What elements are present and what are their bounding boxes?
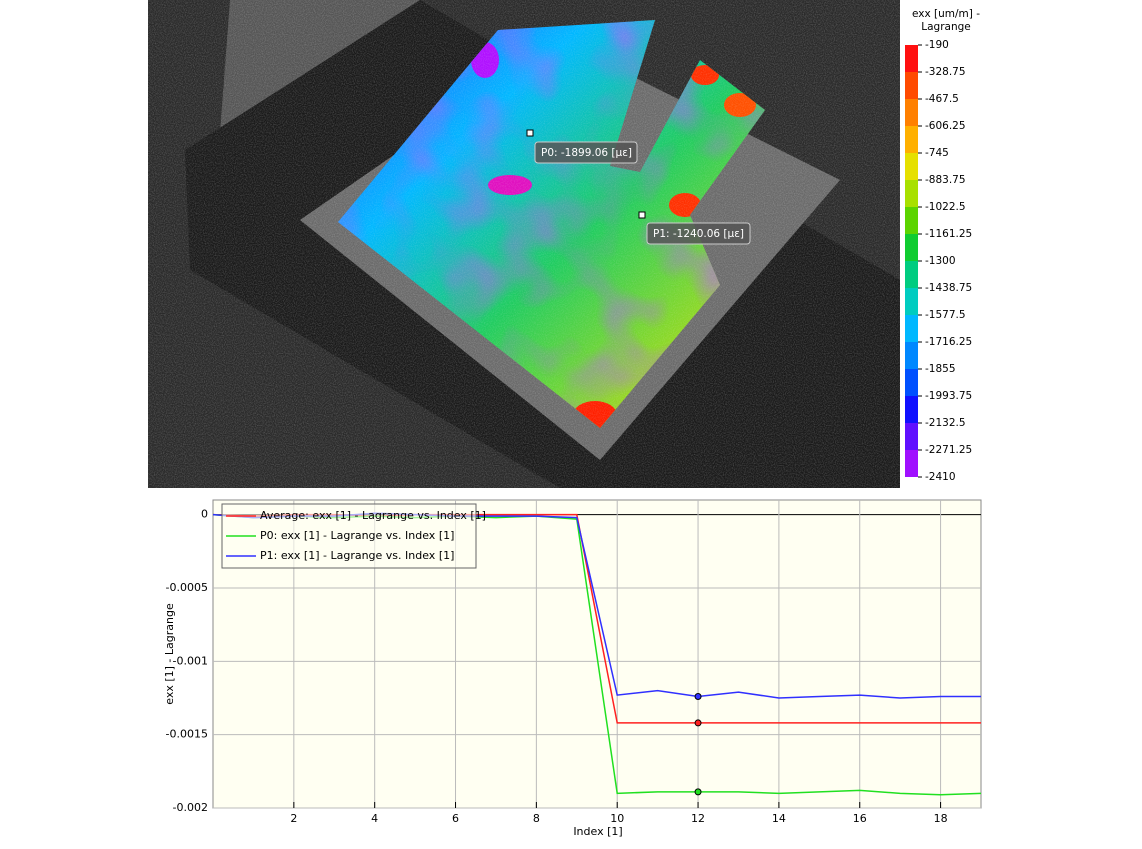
y-axis-label: exx [1] - Lagrange [163, 603, 176, 705]
colorbar-tick-label: -2410 [925, 471, 956, 483]
colorbar-segment [905, 45, 918, 72]
point-label: P0: -1899.06 [µε] [541, 147, 632, 159]
point-label-box [646, 222, 751, 245]
x-tick-label: 16 [853, 812, 867, 825]
y-tick-label: 0 [201, 508, 208, 521]
legend-label: P1: exx [1] - Lagrange vs. Index [1] [260, 549, 454, 562]
point-label: P1: -1240.06 [µε] [653, 228, 744, 240]
colorbar-segment [905, 396, 918, 423]
x-tick-label: 2 [290, 812, 297, 825]
line-chart: Index [1] exx [1] - Lagrange 0 -0.0005 -0.… [163, 499, 982, 838]
colorbar-segment [905, 126, 918, 153]
camera-image: P0: -1899.06 [µε] P1: -1240.06 [µε] [148, 0, 900, 488]
colorbar-segment [905, 261, 918, 288]
colorbar-tick-label: -467.5 [925, 93, 959, 105]
legend-label: P0: exx [1] - Lagrange vs. Index [1] [260, 529, 454, 542]
colorbar-tick-label: -2132.5 [925, 417, 966, 429]
colorbar-segment [905, 234, 918, 261]
colorbar-segment [905, 180, 918, 207]
x-tick-label: 18 [934, 812, 948, 825]
y-tick-label: -0.0015 [166, 728, 208, 741]
point-p0[interactable] [526, 129, 534, 137]
y-tick-label: -0.0005 [166, 581, 208, 594]
highlight-point [694, 693, 702, 701]
colorbar-tick-label: -1716.25 [925, 336, 972, 348]
colorbar-tick-label: -328.75 [925, 66, 966, 78]
colorbar-tick-label: -190 [925, 39, 949, 51]
colorbar-tick-label: -1577.5 [925, 309, 966, 321]
colorbar-tick-label: -883.75 [925, 174, 966, 186]
x-axis-label: Index [1] [573, 825, 622, 838]
colorbar-tick-label: -2271.25 [925, 444, 972, 456]
x-tick-label: 10 [610, 812, 624, 825]
colorbar-segment [905, 153, 918, 180]
colorbar-tick-label: -1855 [925, 363, 956, 375]
x-tick-label: 14 [772, 812, 786, 825]
colorbar-tick-label: -1161.25 [925, 228, 972, 240]
legend-label: Average: exx [1] - Lagrange vs. Index [1… [260, 509, 486, 522]
colorbar-segment [905, 315, 918, 342]
x-tick-label: 8 [533, 812, 540, 825]
y-tick-label: -0.001 [173, 654, 208, 667]
colorbar-segment [905, 72, 918, 99]
colorbar-tick-label: -745 [925, 147, 949, 159]
highlight-point [694, 788, 702, 796]
colorbar-tick-label: -1300 [925, 255, 956, 267]
colorbar-segment [905, 288, 918, 315]
x-tick-label: 12 [691, 812, 705, 825]
x-tick-label: 4 [371, 812, 378, 825]
colorbar: exx [um/m] - Lagrange -190 -328.75 -467.5 -… [905, 8, 980, 483]
point-label-box [534, 141, 638, 164]
highlight-point [694, 719, 702, 727]
legend [221, 503, 477, 569]
x-tick-label: 6 [452, 812, 459, 825]
colorbar-tick-label: -606.25 [925, 120, 966, 132]
colorbar-title: Lagrange [921, 21, 970, 33]
colorbar-tick-label: -1022.5 [925, 201, 966, 213]
colorbar-title: exx [um/m] - [912, 8, 980, 20]
colorbar-segment [905, 342, 918, 369]
colorbar-segment [905, 369, 918, 396]
colorbar-segment [905, 99, 918, 126]
point-p1[interactable] [638, 211, 646, 219]
colorbar-segment [905, 207, 918, 234]
y-tick-label: -0.002 [173, 801, 208, 814]
colorbar-segment [905, 450, 918, 477]
colorbar-tick-label: -1438.75 [925, 282, 972, 294]
colorbar-segment [905, 423, 918, 450]
colorbar-tick-label: -1993.75 [925, 390, 972, 402]
